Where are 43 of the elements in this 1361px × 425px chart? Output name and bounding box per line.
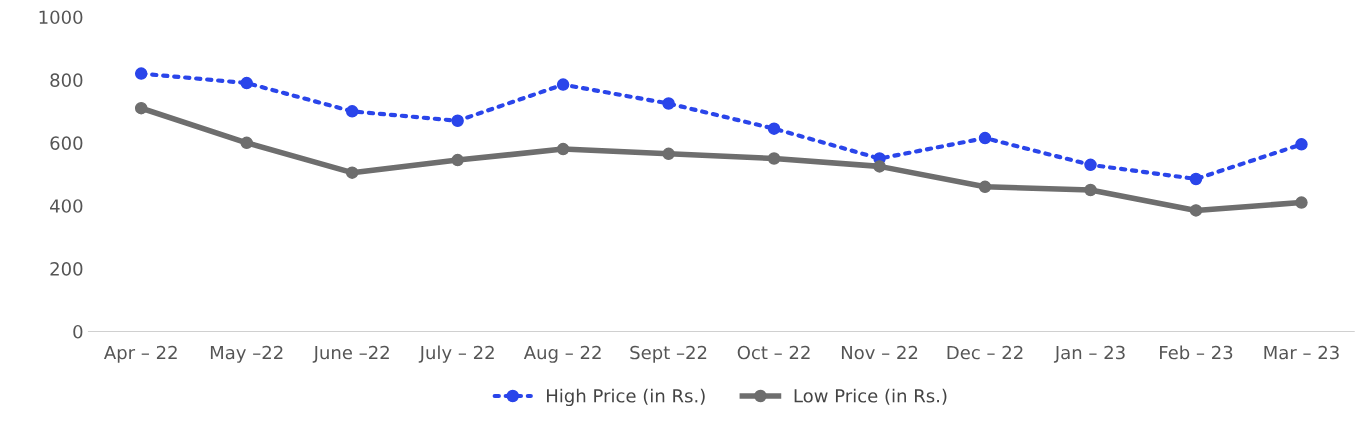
x-tick-label: Nov – 22 bbox=[841, 345, 918, 360]
point bbox=[345, 105, 359, 118]
x-tick-label: Jan – 23 bbox=[1053, 345, 1125, 363]
point bbox=[1189, 172, 1203, 186]
point bbox=[978, 180, 992, 194]
point bbox=[873, 160, 886, 173]
point bbox=[1084, 158, 1097, 172]
y-tick-label: 1000 bbox=[39, 10, 83, 25]
point bbox=[134, 67, 148, 80]
point bbox=[451, 114, 464, 128]
point bbox=[1189, 204, 1203, 217]
point bbox=[556, 142, 570, 156]
point bbox=[240, 76, 253, 90]
x-tick-label: Sept –22 bbox=[630, 345, 707, 363]
point bbox=[662, 147, 675, 161]
x-tick-label: Apr – 22 bbox=[103, 345, 177, 363]
point bbox=[767, 122, 781, 135]
point bbox=[978, 131, 992, 145]
point bbox=[451, 153, 464, 167]
point bbox=[662, 97, 675, 110]
legend-label: Low Price (in Rs.) bbox=[794, 388, 947, 405]
point bbox=[1295, 138, 1308, 151]
point bbox=[345, 166, 359, 179]
y-tick-label: 800 bbox=[50, 73, 83, 88]
x-tick-label: Dec – 22 bbox=[947, 345, 1023, 360]
x-tick-label: Mar – 23 bbox=[1264, 345, 1339, 360]
x-tick-label: May –22 bbox=[210, 345, 283, 363]
point bbox=[767, 152, 781, 165]
y-tick-label: 200 bbox=[50, 262, 83, 276]
x-tick-label: June –22 bbox=[312, 345, 389, 363]
x-tick-label: July – 22 bbox=[418, 345, 494, 363]
y-tick-label: 400 bbox=[50, 199, 83, 213]
x-tick-label: Aug – 22 bbox=[523, 345, 601, 363]
point bbox=[134, 101, 148, 115]
y-tick-label: 600 bbox=[50, 136, 83, 150]
point bbox=[1084, 183, 1097, 197]
point bbox=[1295, 196, 1308, 209]
x-tick-label: Feb – 23 bbox=[1160, 345, 1233, 360]
x-tick-label: Oct – 22 bbox=[737, 345, 810, 360]
legend-label: High Price (in Rs.) bbox=[547, 388, 705, 407]
y-tick-label: 0 bbox=[73, 324, 83, 339]
point bbox=[556, 78, 570, 91]
point bbox=[240, 136, 253, 150]
